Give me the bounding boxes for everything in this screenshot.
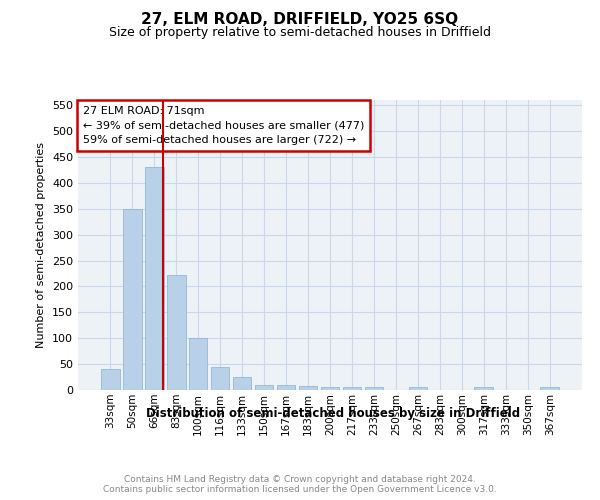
Bar	[299, 386, 317, 390]
Y-axis label: Number of semi-detached properties: Number of semi-detached properties	[37, 142, 46, 348]
Text: Size of property relative to semi-detached houses in Driffield: Size of property relative to semi-detach…	[109, 26, 491, 39]
Text: 27, ELM ROAD, DRIFFIELD, YO25 6SQ: 27, ELM ROAD, DRIFFIELD, YO25 6SQ	[142, 12, 458, 28]
Bar	[320, 388, 340, 390]
Bar	[409, 388, 427, 390]
Bar	[211, 367, 229, 390]
Text: 27 ELM ROAD: 71sqm
← 39% of semi-detached houses are smaller (477)
59% of semi-d: 27 ELM ROAD: 71sqm ← 39% of semi-detache…	[83, 106, 364, 146]
Bar	[167, 275, 185, 390]
Bar	[189, 338, 208, 390]
Bar	[101, 370, 119, 390]
Text: Contains HM Land Registry data © Crown copyright and database right 2024.: Contains HM Land Registry data © Crown c…	[124, 475, 476, 484]
Bar	[541, 388, 559, 390]
Bar	[123, 209, 142, 390]
Text: Distribution of semi-detached houses by size in Driffield: Distribution of semi-detached houses by …	[146, 408, 520, 420]
Bar	[475, 388, 493, 390]
Bar	[255, 385, 274, 390]
Bar	[233, 376, 251, 390]
Bar	[365, 388, 383, 390]
Bar	[277, 385, 295, 390]
Bar	[145, 168, 164, 390]
Text: Contains public sector information licensed under the Open Government Licence v3: Contains public sector information licen…	[103, 485, 497, 494]
Bar	[343, 388, 361, 390]
